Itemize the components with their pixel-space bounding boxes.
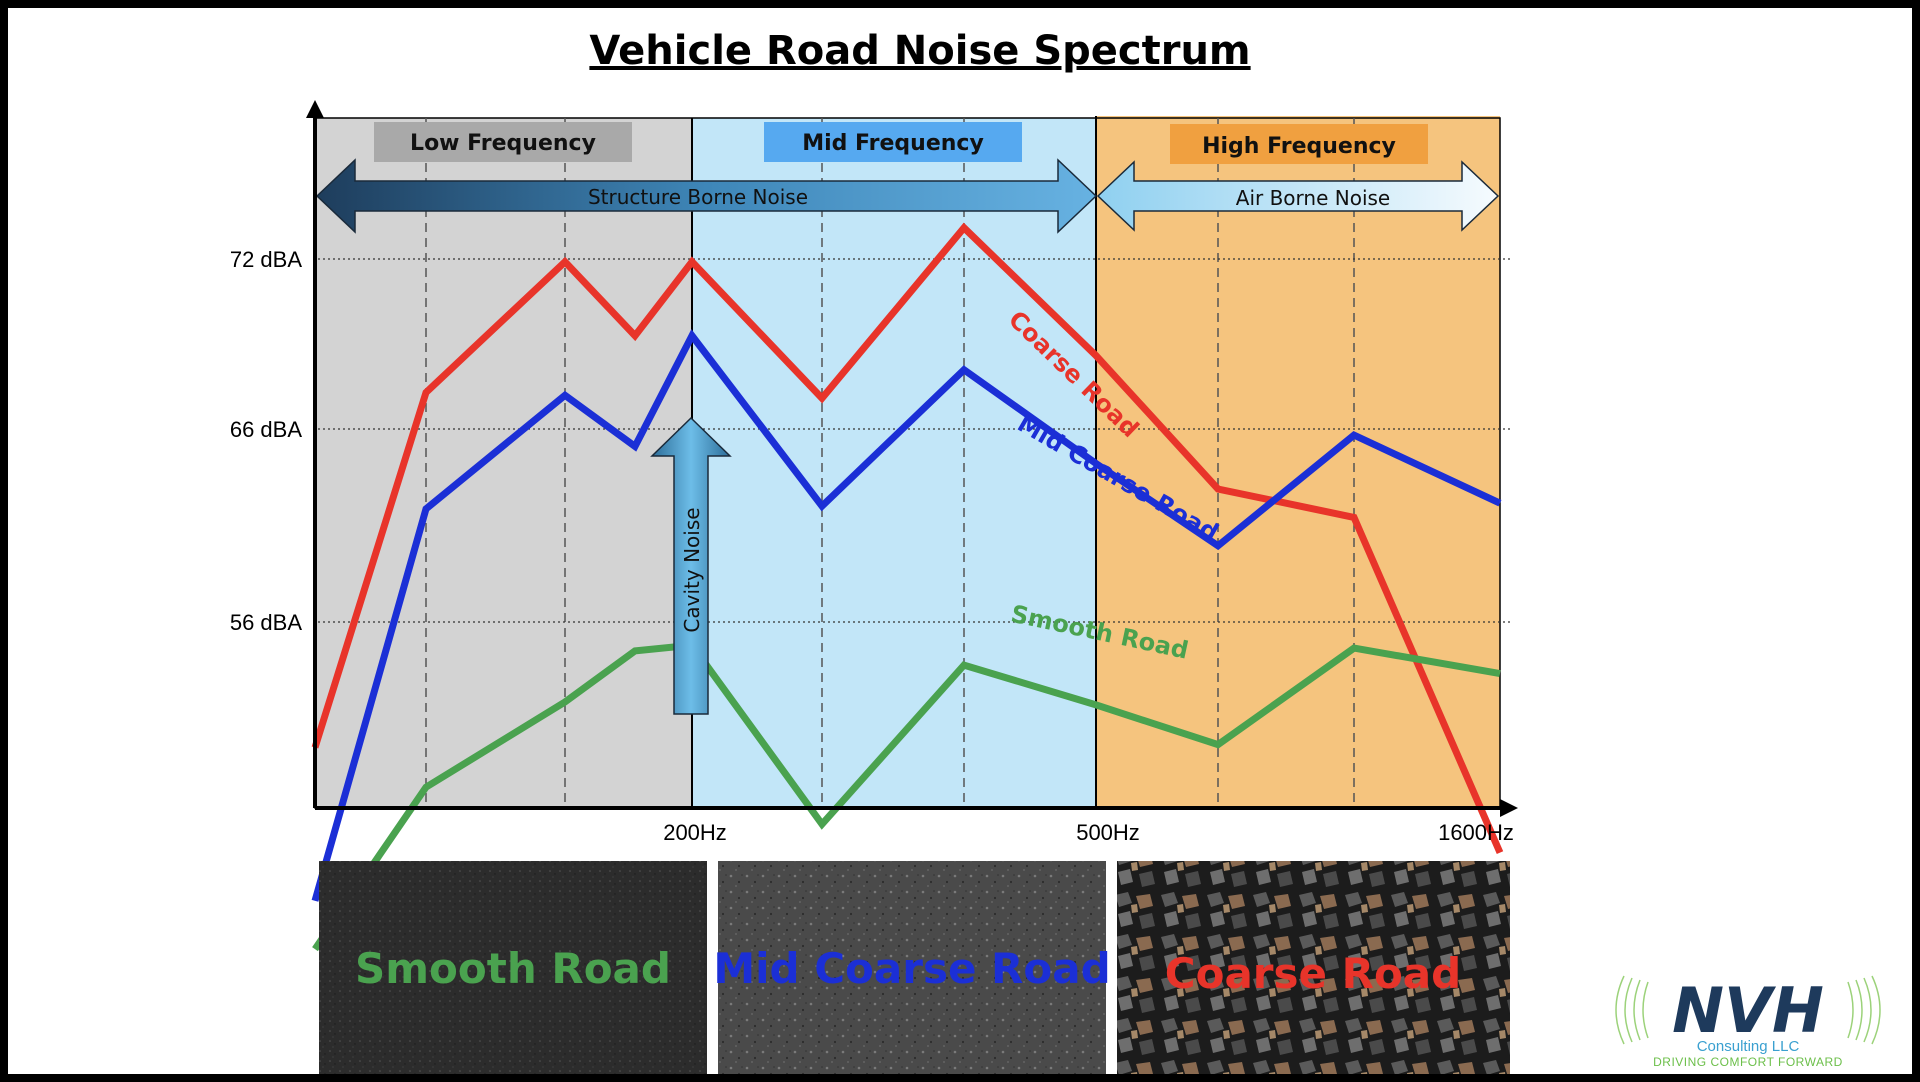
sound-waves-left-icon [1615, 975, 1649, 1045]
x-tick-500hz: 500Hz [1076, 820, 1140, 845]
mid-frequency-label-box [764, 122, 1022, 162]
structure-borne-arrow [315, 158, 1098, 234]
y-tick-56: 56 dBA [230, 610, 302, 635]
noise-spectrum-chart: Vehicle Road Noise Spectrum Low Frequenc… [230, 28, 1881, 1074]
low-frequency-label-box [374, 122, 632, 162]
structure-borne-label: Structure Borne Noise [588, 185, 808, 209]
mid-frequency-band [692, 118, 1096, 808]
logo-subtitle: Consulting LLC [1697, 1038, 1800, 1055]
air-borne-arrow [1096, 160, 1500, 232]
logo-name: NVH [1672, 974, 1824, 1047]
chart-title: Vehicle Road Noise Spectrum [589, 28, 1250, 74]
smooth-road-image [319, 861, 707, 1074]
x-tick-1600hz: 1600Hz [1438, 820, 1514, 845]
series-line-coarse-road [311, 222, 1504, 854]
series-line-mid-coarse-road [311, 329, 1502, 902]
cavity-noise-arrow [650, 416, 732, 715]
vertical-gridlines [425, 118, 1355, 808]
coarse-road-photo-label: Coarse Road [1165, 949, 1461, 998]
high-frequency-label-box [1170, 124, 1428, 164]
low-frequency-label: Low Frequency [410, 131, 596, 156]
coarse-road-image [1117, 861, 1510, 1074]
y-axis-arrowhead [306, 100, 324, 118]
air-borne-label: Air Borne Noise [1236, 186, 1390, 210]
photo-mid-coarse-road: Mid Coarse Road [713, 861, 1111, 1074]
series-line-smooth-road [312, 641, 1501, 952]
mid-coarse-road-photo-label: Mid Coarse Road [713, 944, 1110, 993]
mid-coarse-road-image [718, 861, 1106, 1074]
smooth-road-photo-label: Smooth Road [355, 944, 671, 993]
y-tick-66: 66 dBA [230, 417, 302, 442]
y-tick-72: 72 dBA [230, 247, 302, 272]
nvh-logo: NVH Consulting LLC DRIVING COMFORT FORWA… [1615, 974, 1881, 1069]
series-lines [311, 222, 1504, 952]
sound-waves-right-icon [1847, 975, 1881, 1045]
cavity-noise-label: Cavity Noise [680, 507, 704, 632]
high-frequency-band [1096, 116, 1500, 808]
x-tick-200hz: 200Hz [663, 820, 727, 845]
low-frequency-band [315, 118, 692, 808]
slide: Vehicle Road Noise Spectrum Low Frequenc… [8, 8, 1912, 1074]
photo-smooth-road: Smooth Road [319, 861, 707, 1074]
x-axis-arrowhead [1500, 799, 1518, 817]
mid-frequency-label: Mid Frequency [802, 131, 984, 156]
high-frequency-label: High Frequency [1202, 134, 1396, 159]
logo-tagline: DRIVING COMFORT FORWARD [1653, 1055, 1843, 1069]
photo-coarse-road: Coarse Road [1117, 861, 1510, 1074]
